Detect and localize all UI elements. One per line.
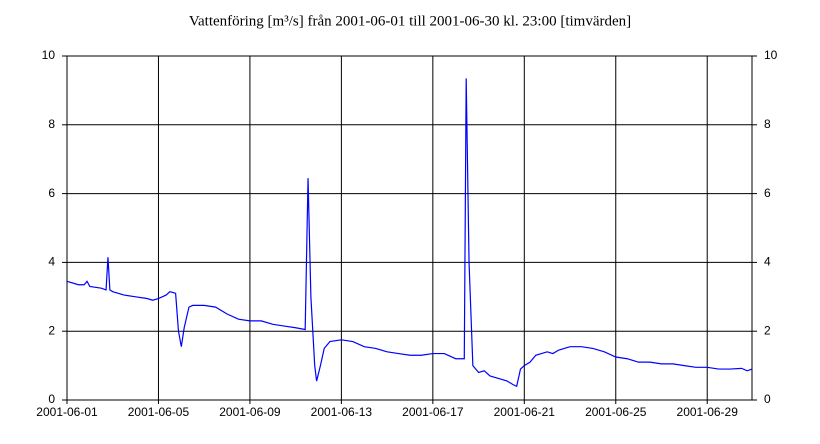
y-tick-label: 0 — [48, 392, 55, 406]
x-tick-label: 2001-06-09 — [219, 405, 281, 419]
x-tick-label: 2001-06-21 — [494, 405, 556, 419]
data-line — [66, 78, 753, 388]
y-tick-label: 8 — [48, 117, 55, 131]
x-tick-label: 2001-06-01 — [36, 405, 98, 419]
plot-frame — [66, 55, 753, 401]
y2-tick-label: 0 — [764, 392, 771, 406]
x-tick-label: 2001-06-13 — [311, 405, 373, 419]
x-tick-label: 2001-06-17 — [402, 405, 464, 419]
y2-tick-label: 10 — [764, 48, 778, 62]
chart-title: Vattenföring [m³/s] från 2001-06-01 till… — [189, 13, 631, 29]
y2-tick-label: 8 — [764, 117, 771, 131]
y-tick-label: 10 — [42, 48, 56, 62]
y2-tick-label: 6 — [764, 186, 771, 200]
x-tick-label: 2001-06-05 — [128, 405, 190, 419]
y-tick-label: 4 — [48, 255, 55, 269]
y2-tick-label: 4 — [764, 255, 771, 269]
x-tick-label: 2001-06-29 — [677, 405, 739, 419]
y-tick-label: 6 — [48, 186, 55, 200]
y-tick-label: 2 — [48, 323, 55, 337]
x-tick-label: 2001-06-25 — [585, 405, 647, 419]
y2-tick-label: 2 — [764, 323, 771, 337]
